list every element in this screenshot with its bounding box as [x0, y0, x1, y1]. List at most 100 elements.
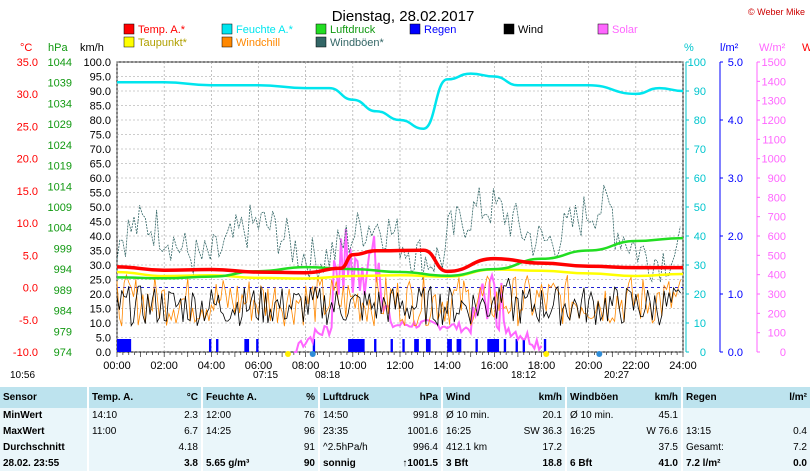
- rain-axis-label: 3.0: [728, 173, 743, 185]
- hum-axis-label: 0: [700, 347, 706, 359]
- rain-bar: [216, 339, 219, 352]
- legend-entry: Solar: [612, 24, 638, 36]
- rain-bar: [312, 339, 316, 352]
- legend-entry: Temp. A.*: [138, 24, 186, 36]
- rain-bar: [475, 339, 478, 352]
- wind-tick-label: 75.0: [90, 130, 111, 142]
- temp-tick-label: 15.0: [17, 186, 38, 198]
- cell-hum-val: 91: [267, 439, 319, 456]
- legend-entry: Feuchte A.*: [236, 24, 294, 36]
- rain-bar: [503, 339, 507, 352]
- temp-tick-label: 5.0: [23, 250, 38, 262]
- x-tick-label: 24:00: [669, 360, 697, 372]
- rain-bar: [414, 339, 419, 352]
- solar-axis-label: 900: [768, 173, 786, 185]
- temp-tick-label: 30.0: [17, 89, 38, 101]
- cell-hum-val: 76: [267, 408, 319, 424]
- series-taupunkt: [116, 268, 684, 280]
- rain-axis-label: 5.0: [728, 57, 743, 69]
- wind-tick-label: 85.0: [90, 101, 111, 113]
- temp-tick-label: 35.0: [17, 57, 38, 69]
- legend-swatch: [409, 23, 421, 35]
- header-hum: Feuchte A.: [201, 387, 267, 408]
- cell-label: 28.02. 23:55: [0, 455, 88, 471]
- x-tick-label: 22:00: [622, 360, 650, 372]
- rain-bar: [390, 339, 393, 352]
- solar-axis-label: 800: [768, 192, 786, 204]
- press-tick-label: 1044: [48, 57, 72, 69]
- sunrise-time: 07:15: [253, 370, 279, 381]
- solar-axis-label: 1200: [762, 115, 786, 127]
- rain-bar: [425, 339, 431, 352]
- solar-axis-label: 500: [768, 250, 786, 262]
- event-marker: [596, 351, 603, 357]
- wind-tick-label: 5.0: [96, 333, 111, 345]
- chart-axes: °C hPa km/h% l/m² W/m² W 00:00 02:00 04:00 06:00 0…: [13, 42, 810, 372]
- hum-axis-label: 50: [694, 202, 706, 214]
- cell-rain-val: 0.4: [742, 423, 810, 440]
- header-temp-unit: °C: [150, 387, 202, 408]
- rain-bar: [543, 339, 547, 352]
- series-tempa: [116, 248, 683, 275]
- cell-temp-val: 4.18: [150, 439, 202, 456]
- cell-press-time: 23:35: [318, 423, 384, 440]
- cell-temp-val: 3.8: [150, 455, 202, 471]
- wind-tick-label: 0.0: [96, 347, 111, 359]
- series-luftdruck: [116, 236, 684, 280]
- solar-axis-label: 1100: [762, 134, 786, 146]
- cell-temp-time: 11:00: [87, 423, 150, 440]
- solar-axis-label: 300: [768, 289, 786, 301]
- table-row: MinWert 14:10 2.3 12:00 76 14:50 991.8 Ø 10 min…: [0, 408, 810, 424]
- hum-axis-label: 30: [694, 260, 706, 272]
- press-tick-label: 1004: [48, 223, 72, 235]
- legend-entry: Windchill: [236, 37, 280, 49]
- cell-hum-time: 14:25: [201, 423, 267, 440]
- cell-wind-label: 16:25: [441, 423, 510, 440]
- press-tick-label: 1024: [48, 140, 72, 152]
- legend-swatch: [315, 23, 327, 35]
- hum-axis-label: 100: [688, 57, 706, 69]
- header-wind: Wind: [441, 387, 510, 408]
- cell-temp-time: 14:10: [87, 408, 150, 424]
- legend-swatch: [123, 36, 135, 48]
- cell-gust-val: 37.5: [632, 439, 682, 456]
- wind-tick-label: 80.0: [90, 115, 111, 127]
- wind-tick-label: 35.0: [90, 246, 111, 258]
- hum-axis-label: 10: [694, 318, 706, 330]
- press-tick-label: 974: [54, 347, 72, 359]
- wind-tick-label: 100.0: [83, 57, 111, 69]
- rain-axis-label: 2.0: [728, 231, 743, 243]
- header-gust-unit: km/h: [632, 387, 682, 408]
- cell-gust-val: 45.1: [632, 408, 682, 424]
- wind-tick-label: 60.0: [90, 173, 111, 185]
- solar-axis-label: 1400: [762, 76, 786, 88]
- rain-bar: [374, 339, 377, 352]
- press-tick-label: 994: [54, 264, 72, 276]
- press-tick-label: 979: [54, 326, 72, 338]
- cell-hum-val: 90: [267, 455, 319, 471]
- hum-axis-label: 90: [694, 86, 706, 98]
- rain-bar: [117, 339, 132, 352]
- cell-press-val: 996.4: [384, 439, 442, 456]
- cell-press-time: ^2.5hPa/h: [318, 439, 384, 456]
- wind-tick-label: 10.0: [90, 318, 111, 330]
- noon-time: 18:12: [511, 370, 537, 381]
- cell-gust-val: 41.0: [632, 455, 682, 471]
- cell-gust-label: 6 Bft: [565, 455, 632, 471]
- header-press-unit: hPa: [384, 387, 442, 408]
- legend-entry: Wind: [518, 24, 543, 36]
- press-tick-label: 989: [54, 285, 72, 297]
- rain-bar: [244, 339, 250, 352]
- table-row: MaxWert 11:00 6.7 14:25 96 23:35 1001.6 16:25 SW…: [0, 423, 810, 440]
- series-feuchtea: [116, 72, 684, 130]
- header-rain-unit: l/m²: [742, 387, 810, 408]
- cell-rain-label: 13:15: [681, 423, 742, 440]
- cell-temp-val: 6.7: [150, 423, 202, 440]
- temp-tick-label: 20.0: [17, 154, 38, 166]
- rain-bar: [515, 339, 518, 352]
- solar-axis-label: 1500: [762, 57, 786, 69]
- chart-title: Dienstag, 28.02.2017: [332, 8, 475, 25]
- wind-series: [116, 277, 681, 327]
- wind-tick-label: 55.0: [90, 188, 111, 200]
- x-tick-label: 10:00: [339, 360, 367, 372]
